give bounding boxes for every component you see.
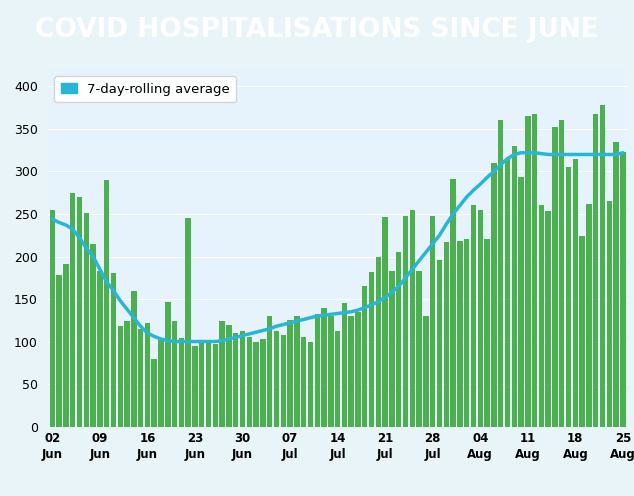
- Bar: [545, 211, 551, 427]
- Bar: [579, 236, 585, 427]
- Bar: [342, 303, 347, 427]
- Bar: [84, 213, 89, 427]
- Bar: [152, 359, 157, 427]
- Bar: [518, 178, 524, 427]
- Bar: [335, 331, 340, 427]
- Bar: [158, 340, 164, 427]
- Bar: [124, 321, 130, 427]
- Bar: [457, 241, 463, 427]
- Bar: [552, 127, 558, 427]
- Bar: [613, 142, 619, 427]
- Bar: [77, 197, 82, 427]
- Bar: [104, 180, 109, 427]
- Bar: [56, 275, 61, 427]
- Bar: [294, 316, 299, 427]
- Bar: [464, 240, 469, 427]
- Bar: [254, 342, 259, 427]
- Bar: [559, 121, 564, 427]
- Bar: [349, 316, 354, 427]
- Bar: [417, 271, 422, 427]
- Bar: [586, 204, 592, 427]
- Bar: [301, 337, 306, 427]
- Bar: [424, 316, 429, 427]
- Bar: [355, 312, 361, 427]
- Bar: [450, 179, 456, 427]
- Bar: [247, 337, 252, 427]
- Bar: [206, 342, 211, 427]
- Bar: [512, 146, 517, 427]
- Bar: [491, 163, 496, 427]
- Bar: [185, 218, 191, 427]
- Bar: [539, 205, 544, 427]
- Bar: [403, 216, 408, 427]
- Bar: [111, 273, 116, 427]
- Bar: [179, 338, 184, 427]
- Bar: [307, 342, 313, 427]
- Bar: [573, 159, 578, 427]
- Bar: [219, 321, 225, 427]
- Bar: [375, 256, 381, 427]
- Bar: [63, 264, 68, 427]
- Bar: [477, 210, 483, 427]
- Bar: [328, 316, 333, 427]
- Bar: [532, 114, 537, 427]
- Bar: [233, 333, 238, 427]
- Bar: [362, 286, 368, 427]
- Bar: [525, 116, 531, 427]
- Bar: [97, 271, 103, 427]
- Bar: [389, 271, 394, 427]
- Bar: [600, 105, 605, 427]
- Bar: [131, 291, 136, 427]
- Bar: [396, 252, 401, 427]
- Bar: [444, 242, 449, 427]
- Bar: [212, 344, 218, 427]
- Bar: [620, 152, 626, 427]
- Bar: [165, 302, 171, 427]
- Bar: [498, 121, 503, 427]
- Bar: [138, 329, 143, 427]
- Bar: [145, 323, 150, 427]
- Bar: [566, 167, 571, 427]
- Bar: [593, 114, 598, 427]
- Bar: [505, 159, 510, 427]
- Bar: [49, 210, 55, 427]
- Bar: [274, 331, 279, 427]
- Bar: [382, 217, 388, 427]
- Bar: [70, 193, 75, 427]
- Bar: [410, 210, 415, 427]
- Bar: [226, 324, 231, 427]
- Bar: [267, 316, 273, 427]
- Bar: [430, 216, 436, 427]
- Bar: [90, 244, 96, 427]
- Bar: [192, 346, 198, 427]
- Text: COVID HOSPITALISATIONS SINCE JUNE: COVID HOSPITALISATIONS SINCE JUNE: [35, 17, 599, 43]
- Bar: [260, 339, 266, 427]
- Bar: [172, 321, 178, 427]
- Bar: [470, 205, 476, 427]
- Bar: [240, 331, 245, 427]
- Legend: 7-day-rolling average: 7-day-rolling average: [54, 76, 236, 102]
- Bar: [280, 335, 286, 427]
- Bar: [314, 314, 320, 427]
- Bar: [117, 326, 123, 427]
- Bar: [321, 308, 327, 427]
- Bar: [484, 240, 490, 427]
- Bar: [369, 272, 374, 427]
- Bar: [199, 342, 204, 427]
- Bar: [437, 260, 442, 427]
- Bar: [607, 201, 612, 427]
- Bar: [287, 320, 293, 427]
